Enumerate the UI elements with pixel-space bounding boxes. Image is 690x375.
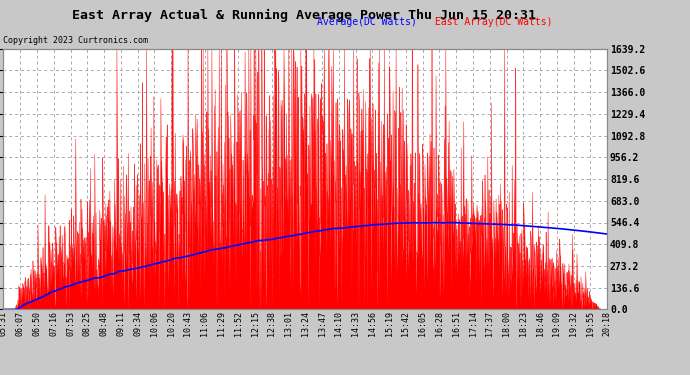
Text: East Array Actual & Running Average Power Thu Jun 15 20:31: East Array Actual & Running Average Powe…: [72, 9, 535, 22]
Text: Copyright 2023 Curtronics.com: Copyright 2023 Curtronics.com: [3, 36, 148, 45]
Text: East Array(DC Watts): East Array(DC Watts): [435, 17, 552, 27]
Text: Average(DC Watts): Average(DC Watts): [317, 17, 417, 27]
